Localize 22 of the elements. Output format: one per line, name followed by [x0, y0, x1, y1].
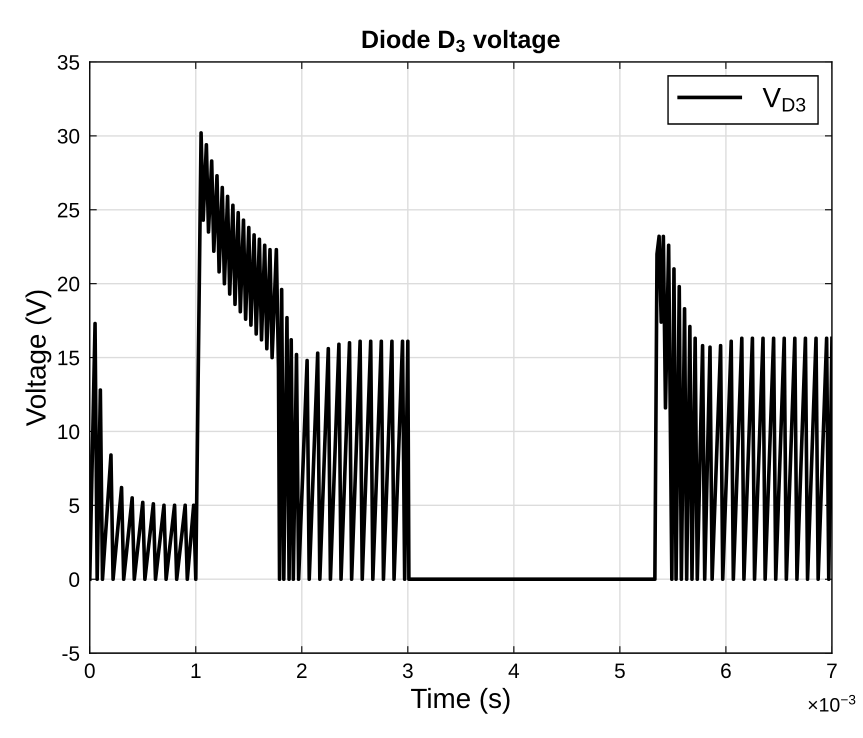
- x-axis-title: Time (s): [411, 688, 510, 714]
- x-tick-label: 3: [402, 663, 413, 678]
- x-tick-label: 2: [297, 663, 307, 678]
- x-tick-label: 0: [84, 663, 95, 678]
- y-tick-label: 30: [58, 128, 80, 144]
- x-tick-label: 4: [508, 664, 520, 678]
- chart-title: Diode D$_{3}$ voltage: [362, 30, 560, 54]
- y-tick-label: 25: [58, 202, 80, 218]
- x-tick-label: 5: [614, 664, 625, 678]
- y-tick-label: 10: [58, 424, 80, 440]
- x-tick-label: 1: [192, 664, 201, 678]
- y-tick-label: -5: [62, 646, 80, 661]
- legend-label: V$_{D3}$: [762, 88, 806, 112]
- y-tick-label: 0: [69, 572, 80, 587]
- y-tick-label: 15: [58, 350, 80, 366]
- x-tick-label: 6: [721, 663, 731, 678]
- x-tick-label: 7: [827, 664, 837, 678]
- y-tick-label: 35: [58, 54, 80, 70]
- y-tick-label: 5: [69, 498, 80, 514]
- y-tick-label: 20: [58, 276, 80, 292]
- y-axis-title: Voltage (V): [25, 290, 52, 426]
- text: ×10$^{−3}$: [808, 694, 856, 712]
